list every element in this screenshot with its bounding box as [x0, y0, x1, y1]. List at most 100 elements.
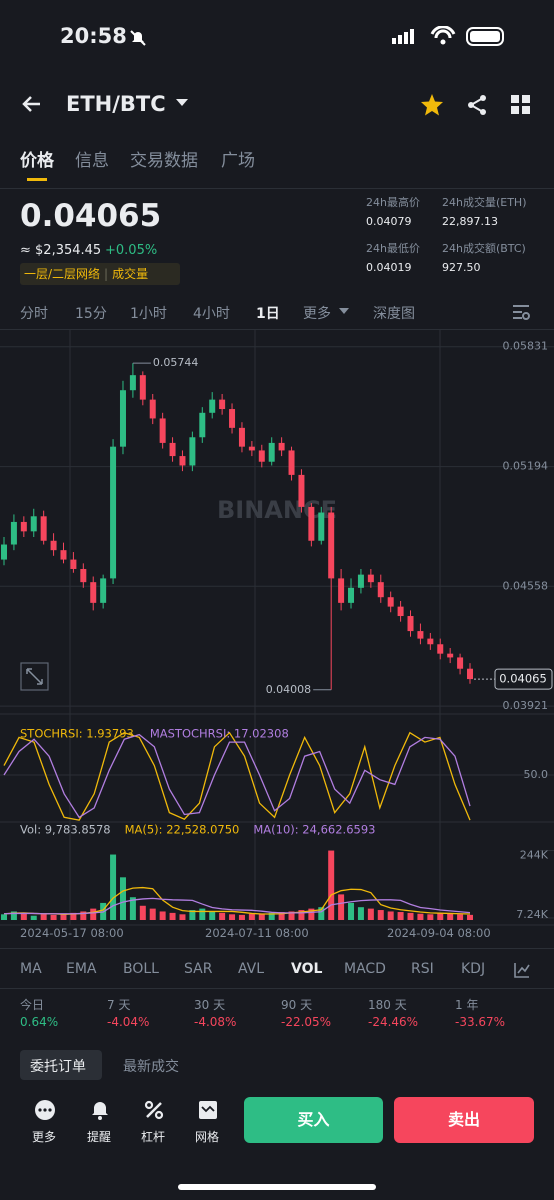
volume-bar [90, 908, 97, 920]
candle-body [427, 638, 434, 645]
volume-bar [189, 910, 196, 920]
volume-bar [308, 908, 315, 920]
time-label: 2024-07-11 08:00 [205, 926, 309, 940]
interval[interactable]: 深度图 [373, 306, 415, 322]
y-tick-label: 0.04558 [503, 579, 549, 592]
candle-body [238, 427, 245, 447]
candle-body [348, 587, 355, 603]
sell-button[interactable]: 卖出 [394, 1097, 534, 1143]
tag-chip[interactable]: 一层/二层网络 | 成交量 [20, 263, 180, 285]
tab[interactable]: 价格 [20, 151, 54, 171]
stat-label: 24h最高价 [366, 196, 420, 209]
interval[interactable]: 1小时 [130, 306, 167, 322]
status-icons [392, 26, 504, 46]
order-tab-active[interactable] [20, 1050, 102, 1080]
volume-bar [199, 908, 206, 920]
perf-period: 1 年 [455, 998, 479, 1012]
volume-bar [149, 908, 156, 920]
legend-label: MASTOCHRSI: 17.02308 [150, 727, 289, 741]
stat-value: 22,897.13 [442, 215, 498, 228]
more-icon [35, 1100, 55, 1120]
fullscreen-button[interactable] [20, 662, 49, 691]
indicator[interactable]: MACD [344, 961, 386, 977]
clock: 20:58 [60, 24, 127, 48]
tab[interactable]: 交易数据 [130, 151, 198, 171]
interval-active[interactable]: 1日 [256, 306, 280, 322]
volume-bar [467, 914, 473, 920]
indicator-settings[interactable] [514, 962, 530, 978]
share-icon[interactable] [465, 93, 489, 117]
indicator[interactable]: KDJ [461, 961, 486, 977]
volume-bar [407, 912, 414, 920]
order-tab[interactable]: 最新成交 [123, 1059, 179, 1075]
indicator-active[interactable]: VOL [291, 961, 323, 977]
volume-bar [417, 913, 424, 920]
perf-period: 30 天 [194, 998, 226, 1012]
last-price: 0.04065 [20, 198, 162, 234]
interval[interactable]: 4小时 [193, 306, 230, 322]
tab[interactable]: 广场 [221, 151, 255, 171]
tab[interactable]: 信息 [75, 151, 109, 171]
volume-bar [298, 910, 305, 920]
volume-bar [229, 914, 236, 920]
volume-bar [278, 912, 285, 920]
candle-body [119, 390, 126, 447]
time-label: 2024-05-17 08:00 [20, 926, 124, 940]
candle-body [457, 657, 464, 669]
candle-body [248, 446, 255, 451]
candle-body [467, 668, 473, 680]
candle-body [328, 512, 335, 579]
volume-bar [30, 915, 37, 920]
indicator[interactable]: EMA [66, 961, 97, 977]
indicator-line [3, 733, 471, 819]
nav-label[interactable]: 提醒 [87, 1130, 112, 1144]
pair-dropdown[interactable] [176, 98, 188, 108]
y-tick-label: 0.05194 [503, 460, 549, 473]
nav-label[interactable]: 网格 [195, 1130, 220, 1144]
volume-bar [447, 913, 454, 920]
pair-title[interactable]: ETH/BTC [66, 92, 166, 116]
y-tick-label: 244K [520, 849, 549, 862]
volume-bar [129, 897, 136, 920]
perf-period: 180 天 [368, 998, 407, 1012]
layout-icon[interactable] [511, 95, 531, 115]
indicator[interactable]: MA [20, 961, 42, 977]
candle-body [367, 574, 374, 583]
volume-bar [338, 894, 345, 920]
volume-bar [288, 911, 295, 920]
indicator[interactable]: AVL [238, 961, 265, 977]
perf-change: -22.05% [281, 1015, 332, 1029]
nav-label[interactable]: 更多 [32, 1130, 57, 1144]
candle-body [189, 437, 196, 466]
candle-body [100, 578, 107, 603]
nav-label[interactable]: 杠杆 [141, 1130, 166, 1144]
volume-bar [348, 902, 355, 920]
candle-body [149, 399, 156, 419]
chart-settings[interactable] [512, 303, 530, 321]
volume-bar [169, 912, 176, 920]
indicator[interactable]: SAR [184, 961, 213, 977]
favorite-star[interactable] [420, 93, 444, 117]
interval[interactable]: 15分 [75, 306, 107, 322]
volume-bar [159, 911, 166, 920]
candle-body [90, 582, 97, 603]
mute-icon [130, 30, 146, 46]
candle-body [278, 442, 285, 451]
legend-label: MA(5): 22,528.0750 [125, 823, 240, 837]
candle-body [139, 375, 146, 400]
candle-body [417, 631, 424, 639]
buy-button[interactable]: 买入 [244, 1097, 383, 1143]
min-label: 0.04008 [266, 683, 312, 696]
indicator[interactable]: BOLL [123, 961, 159, 977]
candle-body [447, 653, 454, 658]
candle-body [70, 559, 77, 569]
candle-body [159, 418, 166, 443]
stat-value: 0.04019 [366, 261, 412, 274]
indicator[interactable]: RSI [411, 961, 434, 977]
back-button[interactable] [20, 92, 44, 116]
y-tick-label: 50.0 [524, 768, 549, 781]
interval[interactable]: 分时 [20, 306, 48, 322]
interval[interactable]: 更多 [303, 306, 331, 322]
candle-body [308, 506, 315, 541]
candle-body [80, 568, 87, 583]
